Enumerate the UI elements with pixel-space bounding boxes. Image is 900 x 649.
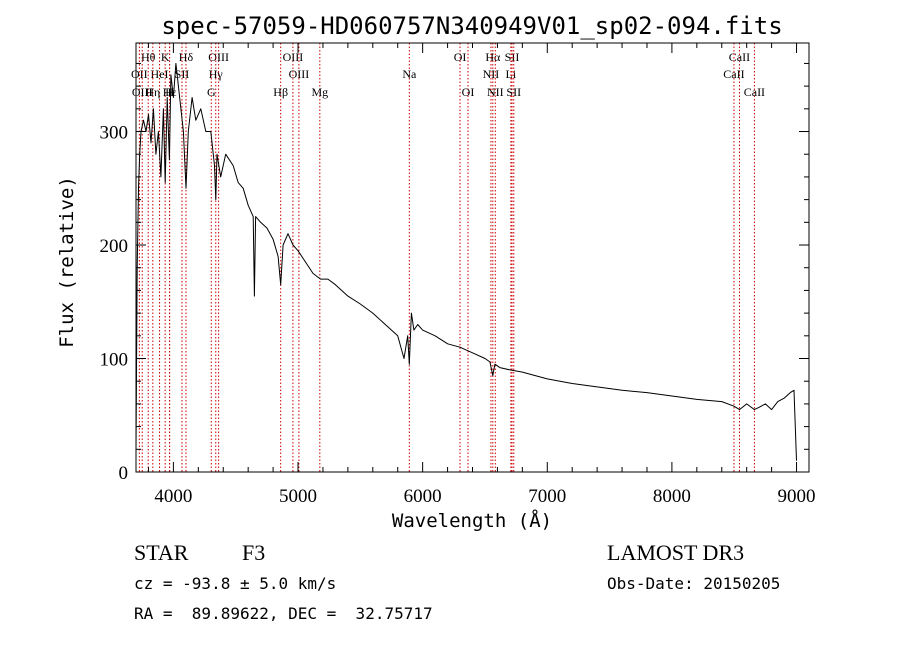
line-marker-label: Mg — [311, 85, 328, 99]
line-marker-label: Hα — [485, 50, 501, 64]
line-marker-label: HeI — [151, 67, 169, 81]
line-marker-label: SII — [505, 50, 520, 64]
line-marker-label: G — [207, 85, 216, 99]
line-marker-label: CaII — [729, 50, 750, 64]
line-marker-label: OIII — [208, 50, 229, 64]
x-tick-label: 9000 — [778, 486, 816, 507]
line-marker-label: SII — [175, 67, 190, 81]
series-line — [135, 62, 797, 461]
spectral-subclass: F3 — [242, 540, 266, 565]
series-layer — [135, 62, 797, 461]
y-tick-label: 100 — [100, 350, 129, 371]
survey-name: LAMOST DR3 — [607, 540, 745, 565]
x-tick-label: 6000 — [404, 486, 442, 507]
coordinates-readout: RA = 89.89622, DEC = 32.75717 — [134, 604, 433, 623]
line-marker-label: Hη — [145, 85, 160, 99]
line-marker-label: Li — [506, 67, 517, 81]
line-marker-label: Na — [402, 67, 417, 81]
y-tick-label: 300 — [100, 123, 129, 144]
line-marker-label: OIII — [283, 50, 304, 64]
redshift-readout: cz = -93.8 ± 5.0 km/s — [134, 574, 337, 593]
x-tick-label: 8000 — [653, 486, 691, 507]
line-marker-label: K — [161, 50, 170, 64]
line-marker-label: OIII — [132, 85, 153, 99]
line-marker-label: CaII — [723, 67, 744, 81]
line-marker-label: Hβ — [273, 85, 288, 99]
axis-ticks: 4000 5000 6000 7000 8000 9000 0 100 200 300 — [100, 43, 816, 507]
plot-frame — [135, 42, 810, 473]
x-tick-label: 5000 — [279, 486, 317, 507]
x-tick-label: 7000 — [528, 486, 566, 507]
chart-title: spec-57059-HD060757N340949V01_sp02-094.f… — [161, 12, 782, 40]
line-marker-label: OI — [462, 85, 475, 99]
x-axis-label: Wavelength (Å) — [392, 509, 552, 532]
x-tick-label: 4000 — [154, 486, 192, 507]
line-marker-label: CaII — [744, 85, 765, 99]
line-marker-label: OIII — [289, 67, 310, 81]
line-marker-label: NII — [487, 85, 504, 99]
object-type: STAR — [134, 540, 189, 565]
observation-date: Obs-Date: 20150205 — [607, 574, 781, 593]
line-marker-label: Hθ — [141, 50, 156, 64]
y-axis-label: Flux (relative) — [56, 176, 78, 348]
line-marker-label: NII — [483, 67, 500, 81]
line-marker-label: Hδ — [179, 50, 194, 64]
spectral-line-markers: Hθ K Hδ OIII OIII OI Hα SII CaII OII HeI SII Hγ OIII N… — [131, 43, 765, 472]
line-marker-label: SII — [506, 85, 521, 99]
y-tick-label: 0 — [119, 463, 129, 484]
y-tick-label: 200 — [100, 236, 129, 257]
line-marker-label: OII — [131, 67, 148, 81]
line-marker-label: OI — [454, 50, 467, 64]
line-marker-label: Hγ — [209, 67, 224, 81]
